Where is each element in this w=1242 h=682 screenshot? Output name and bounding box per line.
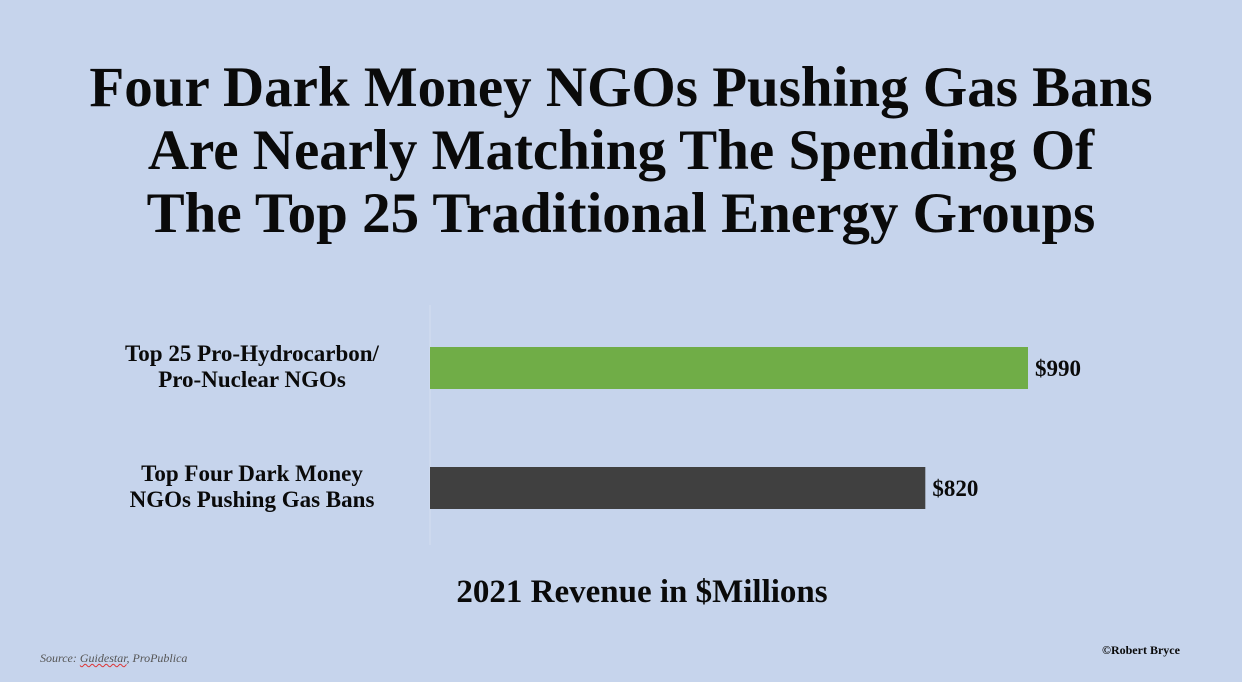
x-axis-label: 2021 Revenue in $Millions <box>456 574 828 610</box>
source-prefix: Source: <box>40 651 80 665</box>
data-label: $990 <box>1035 356 1081 381</box>
category-label: NGOs Pushing Gas Bans <box>130 487 375 512</box>
data-label: $820 <box>932 476 978 501</box>
title-line: Four Dark Money NGOs Pushing Gas Bans <box>89 56 1153 119</box>
copyright: ©Robert Bryce <box>1102 643 1180 657</box>
chart-title: Four Dark Money NGOs Pushing Gas Bans Ar… <box>0 56 1242 245</box>
source-link: Guidestar <box>79 651 127 665</box>
source-rest: , ProPublica <box>126 651 188 665</box>
source-note: Source: Guidestar, ProPublica <box>40 651 187 666</box>
bar <box>430 347 1028 389</box>
title-line: The Top 25 Traditional Energy Groups <box>146 182 1096 245</box>
category-label: Top 25 Pro-Hydrocarbon/ <box>125 341 379 366</box>
category-label: Pro-Nuclear NGOs <box>158 367 346 392</box>
category-label: Top Four Dark Money <box>141 461 363 486</box>
title-line: Are Nearly Matching The Spending Of <box>147 119 1095 182</box>
bar <box>430 467 926 509</box>
